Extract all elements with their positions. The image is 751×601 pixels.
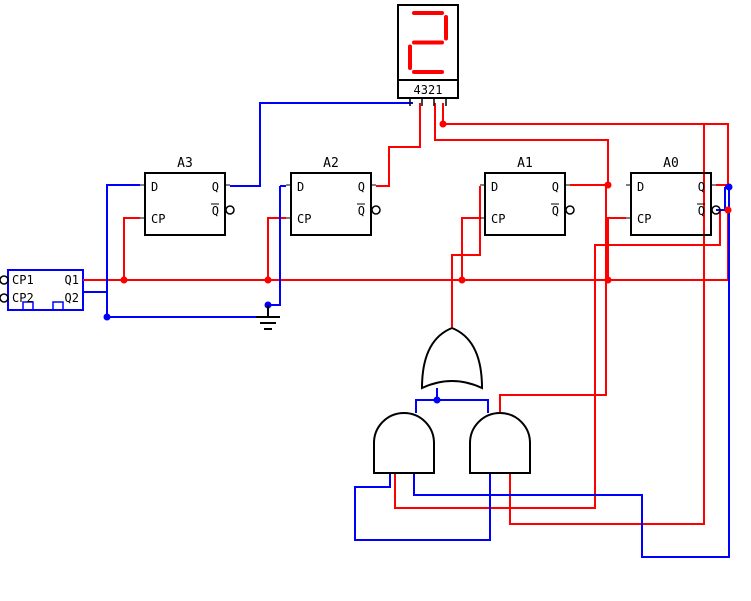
svg-text:D: D (297, 180, 304, 194)
and-gate-right (470, 413, 530, 473)
svg-text:Q: Q (212, 204, 219, 218)
ground-symbol (256, 305, 280, 329)
svg-text:D: D (151, 180, 158, 194)
svg-text:Q1: Q1 (65, 273, 79, 287)
flipflop-a2: D CP QQ A2 (286, 156, 380, 235)
wire (500, 185, 606, 413)
wire (608, 218, 626, 280)
wire (720, 210, 728, 280)
svg-text:CP: CP (151, 212, 165, 226)
svg-text:Q: Q (358, 180, 365, 194)
svg-text:CP: CP (491, 212, 505, 226)
svg-text:Q: Q (358, 204, 365, 218)
wire (462, 218, 480, 280)
wire (268, 218, 286, 280)
junction-node (459, 277, 466, 284)
svg-text:CP: CP (297, 212, 311, 226)
junction-node (434, 397, 441, 404)
svg-text:Q: Q (698, 180, 705, 194)
junction-node (121, 277, 128, 284)
svg-text:Q: Q (552, 180, 559, 194)
junction-node (726, 184, 733, 191)
wire (376, 103, 420, 186)
wire (355, 473, 490, 540)
junction-node (605, 277, 612, 284)
flipflop-a0: D CP QQ A0 (626, 156, 720, 235)
wire (452, 186, 480, 327)
junction-node (104, 314, 111, 321)
svg-text:CP2: CP2 (12, 291, 34, 305)
svg-text:A3: A3 (177, 156, 193, 171)
svg-text:Q: Q (552, 204, 559, 218)
svg-text:A1: A1 (517, 156, 533, 171)
junction-node (265, 277, 272, 284)
svg-text:Q: Q (212, 180, 219, 194)
svg-text:D: D (491, 180, 498, 194)
svg-text:A0: A0 (663, 156, 679, 171)
seven-segment-display: 4321 (398, 5, 458, 106)
svg-text:D: D (637, 180, 644, 194)
wire (395, 210, 720, 508)
wire (437, 400, 488, 413)
flipflop-a1: D CP QQ A1 (480, 156, 574, 235)
svg-text:A2: A2 (323, 156, 339, 171)
wire (92, 292, 268, 317)
junction-node (725, 207, 732, 214)
junction-node (440, 121, 447, 128)
and-gate-left (374, 413, 434, 473)
svg-text:CP: CP (637, 212, 651, 226)
svg-text:CP1: CP1 (12, 273, 34, 287)
flipflop-a3: D CP QQ A3 (140, 156, 234, 235)
svg-text:Q: Q (698, 204, 705, 218)
or-gate (422, 328, 482, 388)
clock-source: CP1 CP2 Q1 Q2 (0, 270, 92, 310)
junction-node (605, 182, 612, 189)
svg-text:4321: 4321 (414, 83, 443, 97)
svg-text:Q2: Q2 (65, 291, 79, 305)
wire (124, 218, 140, 280)
wire (268, 186, 280, 305)
